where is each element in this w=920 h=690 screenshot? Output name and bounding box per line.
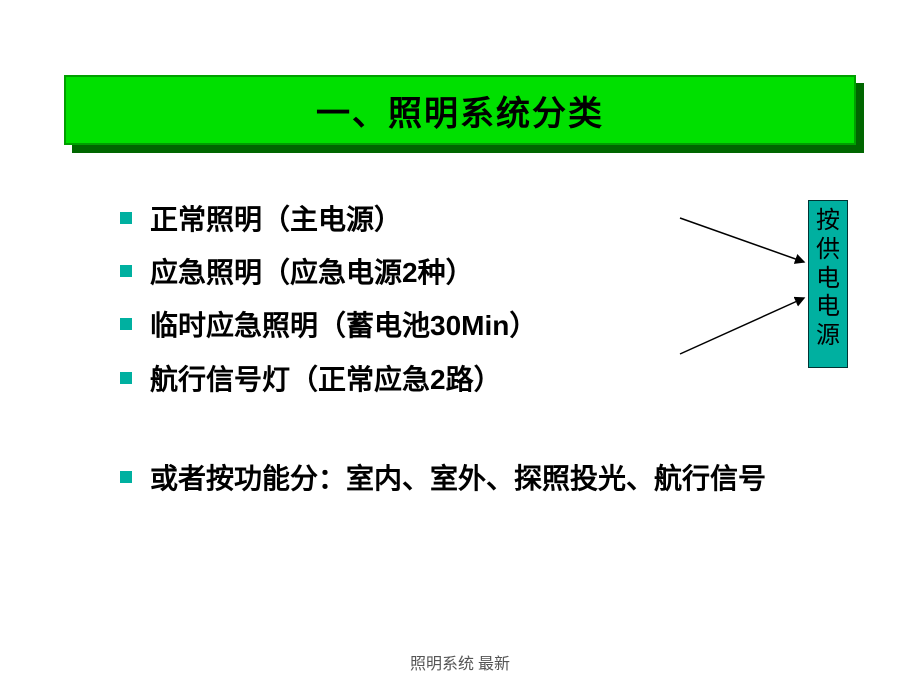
footer-text: 照明系统 最新 — [0, 650, 920, 674]
connector-lines — [0, 0, 920, 690]
connector-arrow — [680, 298, 804, 354]
connector-arrow — [680, 218, 804, 262]
